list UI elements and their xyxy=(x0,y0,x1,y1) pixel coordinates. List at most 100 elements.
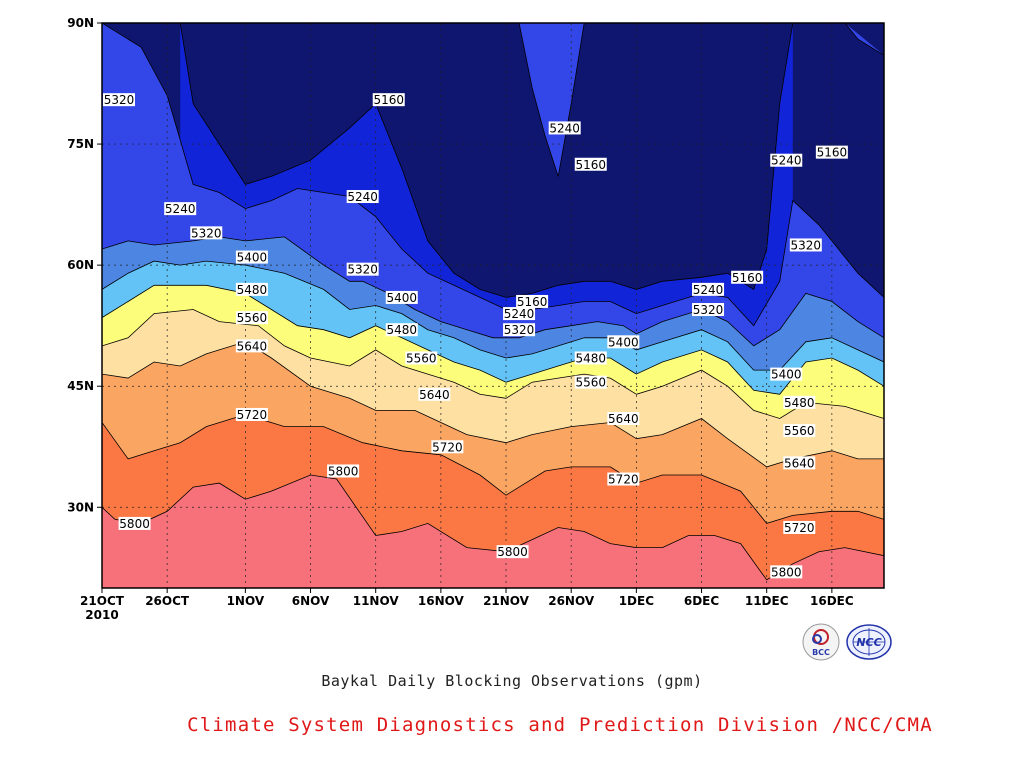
contour-label: 5640 xyxy=(419,388,450,402)
x-tick-label: 16DEC xyxy=(810,594,854,608)
contour-label-bg xyxy=(235,250,268,264)
contour-label-bg xyxy=(783,424,816,438)
svg-text:BCC: BCC xyxy=(812,648,830,657)
contour-label: 5640 xyxy=(784,456,815,470)
contour-label-bg xyxy=(789,238,822,252)
contour-label-bg xyxy=(574,351,607,365)
contour-label-bg xyxy=(574,157,607,171)
contour-label-bg xyxy=(516,294,549,308)
contour-line-5240 xyxy=(102,23,884,327)
contour-line-5640 xyxy=(102,341,884,468)
plot-frame xyxy=(101,22,885,589)
contour-label-bg xyxy=(118,516,151,530)
contour-label-bg xyxy=(607,412,640,425)
contour-label: 5560 xyxy=(575,376,606,390)
contour-label: 5320 xyxy=(104,93,135,107)
contour-label: 5800 xyxy=(328,464,359,478)
contour-label-bg xyxy=(783,456,816,470)
contour-label: 5240 xyxy=(693,283,724,297)
x-tick-label: 26NOV xyxy=(548,594,595,608)
contour-label-bg xyxy=(783,395,816,409)
contour-label-bg xyxy=(607,335,640,349)
contour-label-bg xyxy=(372,93,405,107)
y-tick-label: 75N xyxy=(67,137,94,151)
band-above-5800 xyxy=(102,475,884,588)
contour-line-5720 xyxy=(102,414,884,524)
contour-label-bg xyxy=(190,226,223,240)
contour-line-5400 xyxy=(102,260,884,371)
contour-label: 5240 xyxy=(347,190,378,204)
x-tick-label: 6NOV xyxy=(292,594,330,608)
contour-label-bg xyxy=(815,145,848,159)
contour-label-bg xyxy=(103,93,135,107)
contour-label-bg xyxy=(607,472,640,486)
contour-line-5240 xyxy=(844,23,884,56)
contour-label: 5160 xyxy=(817,146,848,160)
contour-label: 5320 xyxy=(191,226,222,240)
contour-label-bg xyxy=(327,464,360,478)
contour-line-5160 xyxy=(179,23,794,298)
chart-title: Baykal Daily Blocking Observations (gpm) xyxy=(321,672,703,690)
contour-line-5320 xyxy=(102,236,884,347)
contour-label: 5560 xyxy=(784,424,815,438)
contour-label-bg xyxy=(431,440,464,454)
contour-label-bg xyxy=(783,520,816,534)
x-tick-label: 26OCT xyxy=(145,594,190,608)
contour-label-bg xyxy=(770,367,803,381)
bcc-logo: BCC xyxy=(802,623,840,661)
svg-text:NCC: NCC xyxy=(856,636,881,649)
contour-label: 5480 xyxy=(575,351,606,365)
contour-label: 5320 xyxy=(347,263,378,277)
contour-label-bg xyxy=(770,153,803,167)
contour-label: 5400 xyxy=(608,335,639,349)
y-tick-label: 60N xyxy=(67,258,94,272)
contour-label: 5400 xyxy=(771,368,802,382)
contour-label: 5720 xyxy=(784,521,815,535)
contour-label: 5800 xyxy=(119,517,150,531)
contour-label: 5400 xyxy=(386,291,417,305)
contour-label: 5240 xyxy=(771,154,802,168)
contour-label: 5400 xyxy=(237,251,268,265)
contour-label-bg xyxy=(418,387,451,401)
contour-label: 5720 xyxy=(237,408,268,422)
contour-label-bg xyxy=(235,311,268,325)
contour-label: 5240 xyxy=(504,307,535,321)
contour-labels: 5320 5160 5240 5160 5240 5160 5240 5320 5240 5400… xyxy=(103,93,848,579)
contour-label: 5320 xyxy=(693,303,724,317)
y-axis: 30N 45N 60N 75N 90N xyxy=(67,16,102,514)
contour-label-bg xyxy=(503,307,536,321)
band-patch-5240-0 xyxy=(519,23,585,177)
contour-label-bg xyxy=(692,282,725,296)
contour-label: 5560 xyxy=(237,311,268,325)
x-tick-label: 1NOV xyxy=(227,594,265,608)
contour-label-bg xyxy=(235,339,268,353)
contour-label: 5320 xyxy=(504,323,535,337)
x-year-label: 2010 xyxy=(85,608,118,622)
y-tick-label: 90N xyxy=(67,16,94,30)
contour-label: 5800 xyxy=(771,565,802,579)
band-patch-5240-1 xyxy=(844,23,884,56)
contour-label-bg xyxy=(405,351,438,365)
contour-label-bg xyxy=(385,290,418,304)
contour-label: 5160 xyxy=(732,271,763,285)
x-tick-label: 21NOV xyxy=(483,594,530,608)
contour-label: 5480 xyxy=(784,396,815,410)
contour-label: 5480 xyxy=(237,283,268,297)
contour-label: 5720 xyxy=(608,473,639,487)
x-tick-label: 21OCT xyxy=(80,594,125,608)
contour-fills xyxy=(102,23,884,588)
contour-label: 5800 xyxy=(497,545,528,559)
contour-label-bg xyxy=(692,303,725,317)
x-tick-label: 6DEC xyxy=(684,594,720,608)
contour-label: 5640 xyxy=(237,339,268,353)
contour-label-bg xyxy=(548,121,581,135)
contour-label-bg xyxy=(235,407,268,421)
contour-label: 5480 xyxy=(386,323,417,337)
x-tick-label: 16NOV xyxy=(418,594,465,608)
contour-label: 5160 xyxy=(575,158,606,172)
contour-label: 5640 xyxy=(608,412,639,426)
contour-label: 5720 xyxy=(432,440,463,454)
contour-label: 5240 xyxy=(549,121,580,135)
contour-label-bg xyxy=(385,323,418,337)
